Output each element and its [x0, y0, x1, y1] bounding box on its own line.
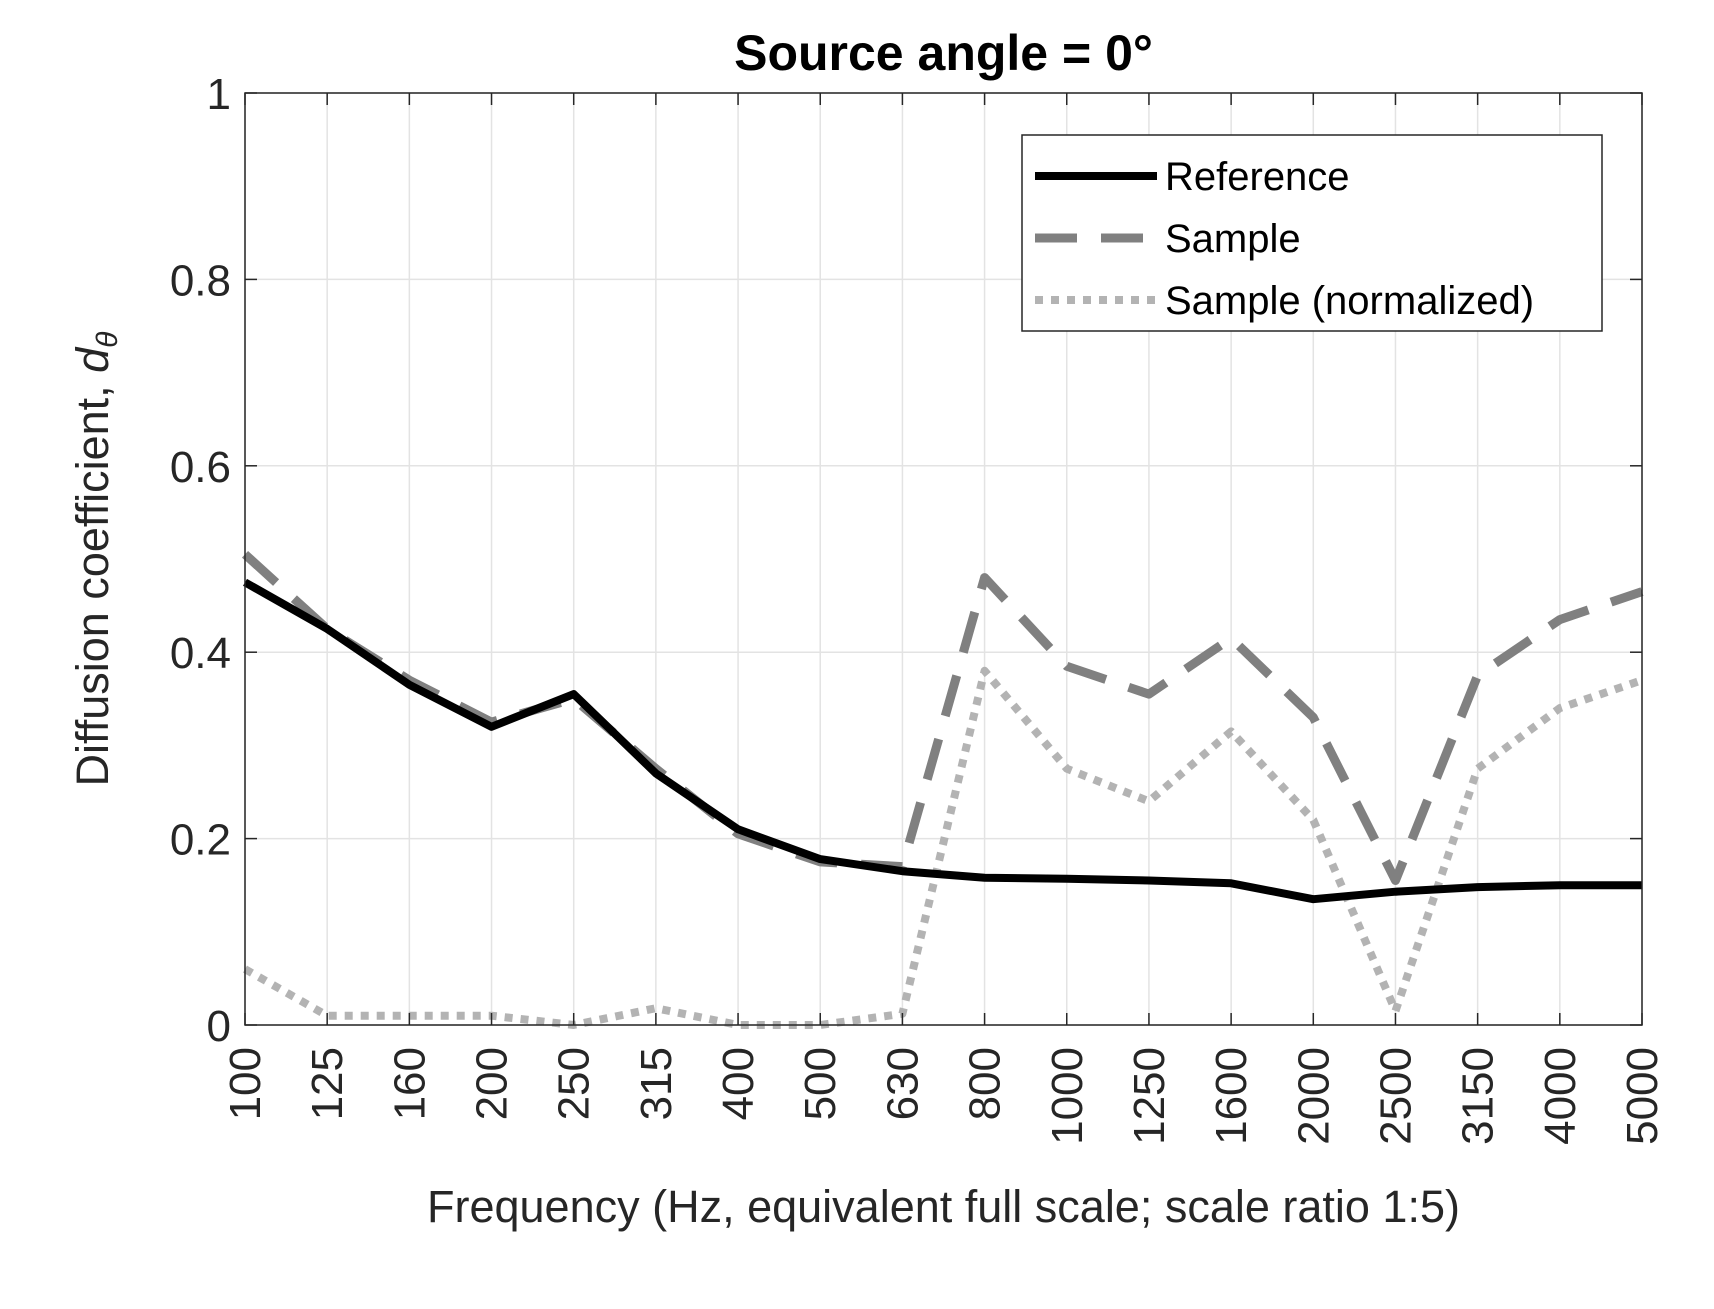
x-tick-label: 800: [961, 1047, 1010, 1120]
x-tick-labels: 100 125 160 200 250 315 400 500 630 800 1000 1250 16…: [221, 1047, 1667, 1145]
series-lines: [241, 550, 1644, 1029]
x-tick-label: 5000: [1618, 1047, 1667, 1145]
legend-label: Reference: [1165, 155, 1350, 199]
y-tick-label: 0.2: [170, 816, 231, 865]
x-axis-label: Frequency (Hz, equivalent full scale; sc…: [427, 1181, 1460, 1232]
y-tick-label: 0: [207, 1002, 231, 1051]
x-tick-label: 500: [796, 1047, 845, 1120]
series-line-reference: [243, 578, 1642, 904]
plot-frame: [244, 92, 1643, 1026]
y-tick-label: 0.4: [170, 629, 231, 678]
tick-marks: [244, 92, 1643, 1026]
x-tick-label: 200: [468, 1047, 517, 1120]
x-tick-label: 315: [632, 1047, 681, 1120]
legend: Reference Sample Sample (normalized): [1021, 134, 1603, 332]
y-axis-label-subscript: θ: [91, 331, 124, 348]
series-line-sample: [241, 550, 1644, 885]
x-tick-label: 100: [221, 1047, 270, 1120]
chart-title: Source angle = 0°: [734, 25, 1153, 81]
x-tick-label: 250: [550, 1047, 599, 1120]
x-tick-label: 2500: [1371, 1047, 1420, 1145]
y-axis-label-symbol: d: [67, 346, 118, 373]
x-tick-label: 125: [303, 1047, 352, 1120]
x-tick-label: 1000: [1043, 1047, 1092, 1145]
legend-label: Sample (normalized): [1165, 279, 1534, 323]
y-tick-label: 0.6: [170, 443, 231, 492]
y-axis-label: Diffusion coefficient, dθ: [67, 331, 124, 787]
x-tick-label: 1250: [1125, 1047, 1174, 1145]
legend-label: Sample: [1165, 217, 1301, 261]
x-tick-label: 3150: [1454, 1047, 1503, 1145]
series-line-sample-normalized: [243, 666, 1644, 1029]
y-axis-label-text: Diffusion coefficient,: [67, 373, 118, 787]
x-tick-label: 2000: [1289, 1047, 1338, 1145]
x-tick-label: 4000: [1536, 1047, 1585, 1145]
x-tick-label: 1600: [1207, 1047, 1256, 1145]
x-tick-label: 400: [714, 1047, 763, 1120]
y-tick-labels: 0 0.2 0.4 0.6 0.8 1: [170, 70, 231, 1051]
y-tick-label: 1: [207, 70, 231, 119]
y-tick-label: 0.8: [170, 256, 231, 305]
legend-items: Reference Sample Sample (normalized): [1035, 155, 1534, 323]
x-tick-label: 160: [385, 1047, 434, 1120]
x-tick-label: 630: [878, 1047, 927, 1120]
